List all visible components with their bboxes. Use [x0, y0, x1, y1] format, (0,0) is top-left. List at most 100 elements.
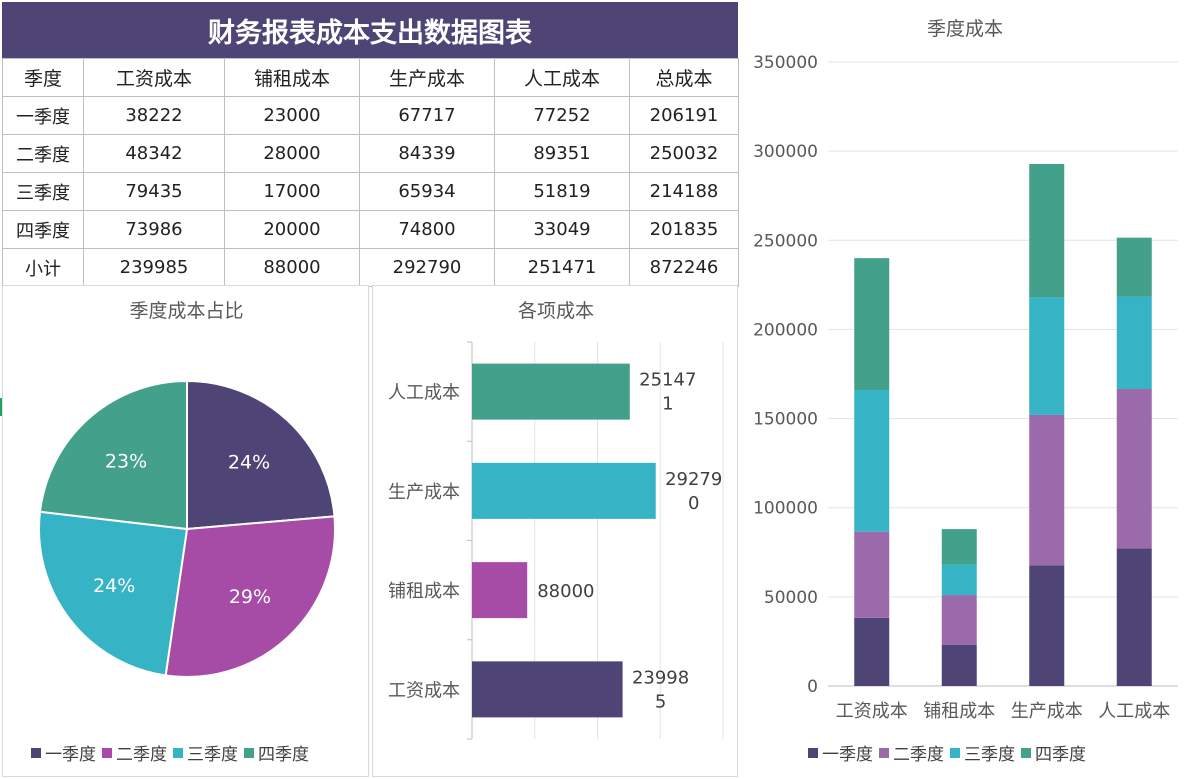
- table-cell[interactable]: 四季度: [2, 210, 84, 249]
- stacked-bar-segment: [854, 258, 890, 391]
- bar: [472, 562, 528, 619]
- table-cell[interactable]: 206191: [629, 96, 739, 135]
- legend-item[interactable]: 三季度: [950, 740, 1015, 765]
- x-tick-label: 人工成本: [1098, 701, 1170, 722]
- table-row: 二季度 48342 28000 84339 89351 250032: [2, 134, 739, 173]
- column-header: 人工成本: [494, 58, 630, 97]
- table-cell[interactable]: 214188: [629, 172, 739, 211]
- table-cell[interactable]: 65934: [359, 172, 495, 211]
- pie-slice: [164, 515, 336, 678]
- table-cell[interactable]: 84339: [359, 134, 495, 173]
- table-cell[interactable]: 20000: [224, 210, 360, 249]
- legend-swatch: [102, 747, 112, 758]
- table-cell[interactable]: 88000: [224, 248, 360, 287]
- table-row: 一季度 38222 23000 67717 77252 206191: [2, 96, 739, 135]
- table-cell[interactable]: 51819: [494, 172, 630, 211]
- category-label: 人工成本: [388, 383, 460, 404]
- y-tick-label: 350000: [753, 53, 818, 73]
- table-cell[interactable]: 三季度: [2, 172, 84, 211]
- data-label: 1: [662, 394, 673, 415]
- legend-swatch: [173, 747, 183, 758]
- table-cell[interactable]: 23000: [224, 96, 360, 135]
- column-header: 工资成本: [83, 58, 225, 97]
- category-label: 铺租成本: [388, 581, 460, 602]
- table-cell[interactable]: 872246: [629, 248, 739, 287]
- legend-label: 二季度: [893, 745, 944, 765]
- stacked-bar-segment: [1116, 296, 1152, 389]
- stacked-chart-title: 季度成本: [926, 18, 1003, 40]
- bar-chart: 人工成本 25147 1 生产成本 29279 0 铺租成本 88000 工资成本 23998 5: [388, 341, 724, 740]
- legend-label: 二季度: [116, 745, 167, 765]
- legend-swatch: [1021, 747, 1031, 758]
- pie-data-label: 29%: [229, 586, 271, 608]
- data-label: 0: [688, 493, 699, 514]
- table-row: 四季度 73986 20000 74800 33049 201835: [2, 210, 739, 249]
- table-cell[interactable]: 48342: [83, 134, 225, 173]
- legend-label: 四季度: [1035, 745, 1086, 765]
- table-cell[interactable]: 67717: [359, 96, 495, 135]
- cost-table: 季度 工资成本 铺租成本 生产成本 人工成本 总成本 一季度 38222 230…: [2, 58, 739, 287]
- table-cell[interactable]: 201835: [629, 210, 739, 249]
- x-tick-label: 铺租成本: [923, 701, 995, 722]
- legend-label: 一季度: [45, 745, 96, 765]
- bar-chart-panel[interactable]: 各项成本 人工成本 25147 1 生产成本 29279 0 铺租成本 88000 工资成本 23…: [372, 285, 738, 777]
- table-cell[interactable]: 73986: [83, 210, 225, 249]
- legend-swatch: [808, 747, 818, 758]
- legend-item[interactable]: 二季度: [879, 740, 944, 765]
- table-cell[interactable]: 33049: [494, 210, 630, 249]
- stacked-bar-segment: [1029, 565, 1065, 686]
- pie-legend: 一季度 二季度 三季度 四季度: [31, 740, 315, 765]
- category-label: 工资成本: [388, 680, 460, 701]
- y-tick-label: 50000: [764, 588, 818, 608]
- y-tick-label: 100000: [753, 499, 818, 519]
- y-tick-label: 300000: [753, 142, 818, 162]
- table-cell[interactable]: 一季度: [2, 96, 84, 135]
- table-cell[interactable]: 89351: [494, 134, 630, 173]
- stacked-chart-panel[interactable]: 季度成本 0 50000 100000 150000 200000 250000 30000…: [740, 2, 1195, 777]
- legend-swatch: [879, 747, 889, 758]
- pie-data-label: 24%: [93, 575, 135, 597]
- stacked-bar-segment: [941, 529, 977, 565]
- table-cell[interactable]: 79435: [83, 172, 225, 211]
- pie-slice: [38, 379, 188, 531]
- stacked-bar-segment: [1029, 414, 1065, 566]
- table-cell[interactable]: 17000: [224, 172, 360, 211]
- legend-item[interactable]: 二季度: [102, 740, 167, 765]
- stacked-bar-segment: [1029, 163, 1065, 298]
- table-cell[interactable]: 77252: [494, 96, 630, 135]
- table-cell[interactable]: 38222: [83, 96, 225, 135]
- legend-item[interactable]: 四季度: [1021, 740, 1086, 765]
- legend-item[interactable]: 三季度: [173, 740, 238, 765]
- table-row: 三季度 79435 17000 65934 51819 214188: [2, 172, 739, 211]
- pie-data-label: 23%: [105, 450, 147, 472]
- pie-chart-panel[interactable]: 季度成本占比 24% 29% 24% 23% 一季度 二季度 三季度 四季度: [2, 285, 369, 777]
- x-tick-label: 工资成本: [836, 701, 908, 722]
- table-cell[interactable]: 239985: [83, 248, 225, 287]
- stacked-bar-segment: [854, 390, 890, 532]
- bar: [472, 462, 656, 519]
- pie-chart: 24% 29% 24% 23%: [38, 379, 336, 678]
- data-label: 23998: [632, 667, 689, 688]
- legend-item[interactable]: 四季度: [244, 740, 309, 765]
- table-cell[interactable]: 小计: [2, 248, 84, 287]
- data-label: 29279: [665, 469, 722, 490]
- legend-label: 四季度: [258, 745, 309, 765]
- legend-item[interactable]: 一季度: [31, 740, 96, 765]
- x-tick-label: 生产成本: [1011, 701, 1083, 722]
- table-cell[interactable]: 28000: [224, 134, 360, 173]
- table-cell[interactable]: 292790: [359, 248, 495, 287]
- table-cell[interactable]: 251471: [494, 248, 630, 287]
- data-label: 88000: [537, 581, 594, 602]
- pie-chart-title: 季度成本占比: [129, 300, 244, 322]
- stacked-column-chart: 0 50000 100000 150000 200000 250000 300000 3500…: [753, 53, 1178, 722]
- column-header: 铺租成本: [224, 58, 360, 97]
- category-label: 生产成本: [388, 482, 460, 503]
- table-cell[interactable]: 250032: [629, 134, 739, 173]
- bar: [472, 363, 630, 420]
- column-header: 总成本: [629, 58, 739, 97]
- table-cell[interactable]: 二季度: [2, 134, 84, 173]
- table-cell[interactable]: 74800: [359, 210, 495, 249]
- data-label: 25147: [639, 370, 696, 391]
- legend-swatch: [31, 747, 41, 758]
- legend-item[interactable]: 一季度: [808, 740, 873, 765]
